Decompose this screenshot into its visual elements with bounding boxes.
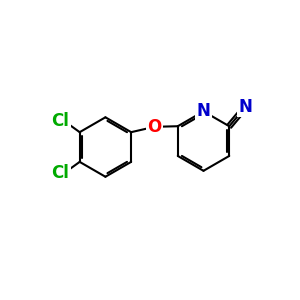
Text: N: N [196,102,210,120]
Text: N: N [238,98,252,116]
Text: Cl: Cl [51,112,69,130]
Text: O: O [147,118,162,136]
Text: Cl: Cl [51,164,69,182]
